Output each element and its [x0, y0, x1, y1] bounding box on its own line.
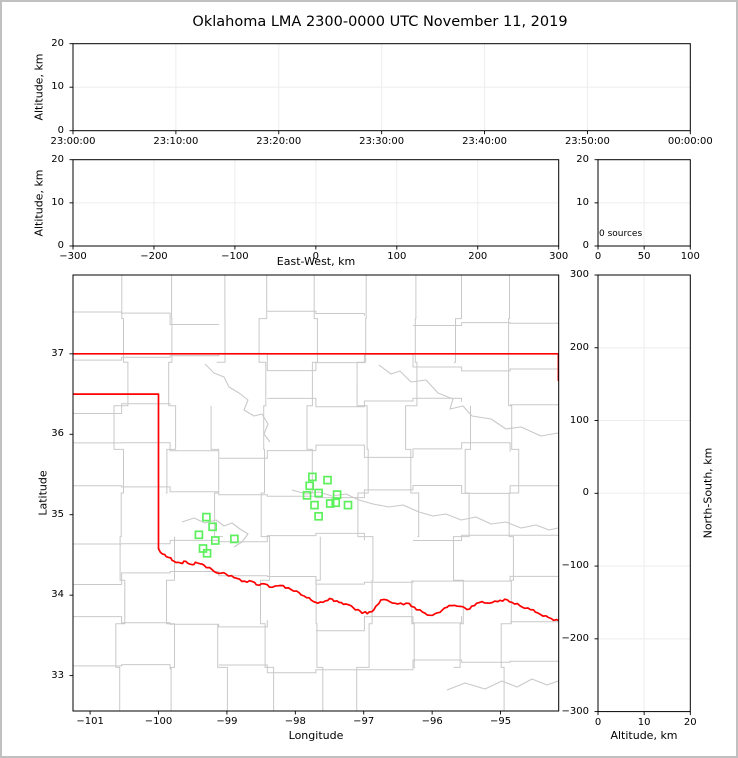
- lma-station-marker: [202, 548, 212, 558]
- time-height-ylabel: Altitude, km: [32, 53, 46, 121]
- ns-height-ylabel: North-South, km: [701, 447, 715, 539]
- time-height-ytick-label: 0: [57, 124, 64, 136]
- ns-height-ytick-label: 200: [569, 341, 589, 353]
- lma-station-marker: [210, 536, 220, 545]
- time-height-xtick-label: 23:50:00: [564, 135, 610, 147]
- ew-height-xtick-label: 0: [312, 251, 320, 262]
- lma-station-marker: [314, 511, 323, 521]
- lma-station-marker: [323, 475, 332, 485]
- ew-height-xtick-label: 200: [468, 251, 488, 262]
- lma-station-marker: [325, 499, 335, 508]
- figure-title: Oklahoma LMA 2300-0000 UTC November 11, …: [192, 14, 568, 30]
- lma-station-marker: [230, 534, 239, 544]
- map-ytick-label: 33: [51, 669, 64, 681]
- map-xtick-label: −98: [284, 716, 306, 727]
- time-height-xtick-label: 23:40:00: [462, 135, 507, 147]
- lma-station-marker: [343, 500, 353, 510]
- ns-height-xlabel: Altitude, km: [610, 729, 678, 742]
- map-ytick-label: 36: [51, 428, 64, 440]
- lma-station-marker: [332, 490, 342, 499]
- alt-histogram-xtick-label: 0: [594, 251, 602, 262]
- ns-height-ytick-label: 300: [569, 269, 589, 280]
- ns-height-xtick-label: 0: [594, 716, 602, 728]
- time-height-xtick-label: 23:30:00: [359, 135, 405, 147]
- time-height-xtick-label: 00:00:00: [667, 135, 713, 147]
- map-ytick-label: 35: [51, 508, 64, 520]
- map-layers: [73, 275, 559, 711]
- ns-height-ytick-label: 100: [569, 414, 589, 426]
- lma-station-marker: [302, 491, 312, 500]
- lma-station-marker: [308, 472, 317, 482]
- map-xtick-label: −95: [489, 716, 512, 727]
- map-ytick-label: 34: [51, 589, 64, 601]
- lma-station-marker: [314, 488, 323, 498]
- river-boundary: [204, 363, 271, 443]
- sources-count-annotation: 0 sources: [599, 229, 643, 239]
- river-boundary: [291, 489, 559, 531]
- map-ylabel: Latitude: [36, 470, 50, 516]
- ns-height-ytick-label: −300: [561, 705, 589, 717]
- ew-height-xtick-label: −200: [140, 251, 168, 262]
- lma-station-marker: [202, 512, 211, 522]
- time-height-ytick-label: 20: [51, 37, 64, 49]
- map-xlabel: Longitude: [288, 729, 344, 742]
- ns-height-ytick-label: −200: [561, 632, 589, 644]
- ew-height-ytick-label: 10: [51, 196, 64, 208]
- ew-height-xtick-label: −300: [59, 251, 87, 262]
- lma-station-marker: [208, 522, 217, 532]
- state-border: [73, 393, 160, 550]
- lma-station-marker: [194, 530, 204, 540]
- map-xtick-label: −97: [353, 716, 375, 727]
- ew-height-xtick-label: 300: [549, 251, 569, 262]
- alt-histogram-xtick-label: 50: [637, 251, 651, 262]
- lma-station-marker: [331, 498, 341, 508]
- time-height-xtick-label: 23:10:00: [153, 135, 199, 147]
- map-xtick-label: −96: [421, 716, 443, 727]
- river-boundary: [181, 517, 249, 548]
- ns-height-ytick-label: 0: [582, 487, 589, 499]
- state-border: [157, 547, 559, 622]
- map-xtick-label: −99: [216, 716, 238, 727]
- ns-height-xtick-label: 10: [637, 716, 651, 728]
- time-height-ytick-label: 10: [51, 81, 64, 93]
- ew-height-xtick-label: 100: [387, 251, 407, 262]
- time-height-xtick-label: 23:20:00: [256, 135, 302, 147]
- map-xtick-label: −101: [76, 716, 104, 727]
- river-boundary: [446, 678, 559, 691]
- alt-histogram-xtick-label: 100: [680, 251, 700, 262]
- time-height-xtick-label: 23:00:00: [50, 135, 96, 147]
- ew-height-ylabel: Altitude, km: [32, 169, 46, 237]
- alt-histogram-ytick-label: 10: [576, 196, 589, 208]
- ew-height-ytick-label: 0: [57, 240, 64, 251]
- ew-height-xtick-label: −100: [221, 251, 249, 262]
- lma-station-marker: [310, 500, 319, 510]
- map-frame: [72, 274, 560, 712]
- map-ytick-label: 37: [51, 347, 64, 359]
- map-xtick-label: −100: [144, 716, 173, 727]
- alt-histogram-ytick-label: 20: [576, 153, 589, 165]
- lma-station-marker: [305, 481, 315, 491]
- ns-height-xtick-label: 20: [683, 716, 697, 728]
- ew-height-xlabel: East-West, km: [276, 255, 356, 268]
- alt-histogram-ytick-label: 0: [582, 240, 589, 251]
- ns-height-ytick-label: −100: [561, 560, 589, 572]
- ew-height-ytick-label: 20: [51, 153, 64, 165]
- river-boundary: [378, 364, 559, 437]
